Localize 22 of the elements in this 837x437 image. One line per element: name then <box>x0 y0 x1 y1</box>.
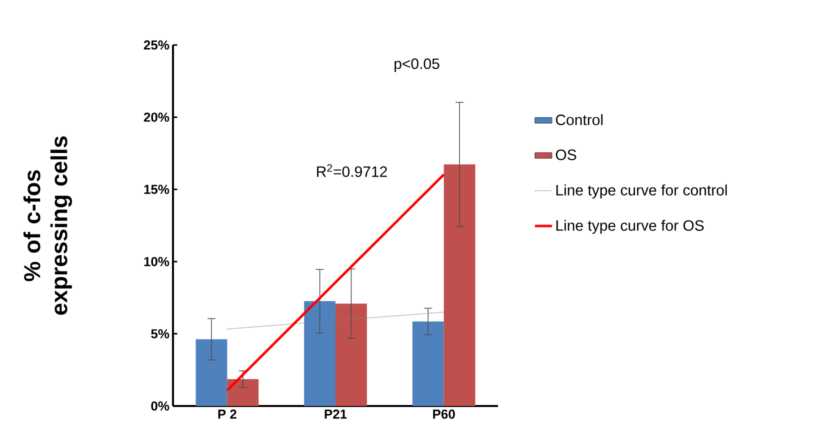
y-tick-label: 20% <box>144 112 170 122</box>
x-tick-label: P21 <box>324 410 347 419</box>
y-tick-label: 0% <box>151 401 170 411</box>
y-axis-title: % of c-fos expressing cells <box>23 136 72 315</box>
annotation: p<0.05 <box>394 58 440 72</box>
bar <box>227 379 259 406</box>
y-tick-label: 10% <box>144 256 170 266</box>
y-tick-label: 15% <box>144 184 170 194</box>
bar <box>304 301 336 406</box>
bar <box>336 304 367 406</box>
legend-label: Line type curve for OS <box>556 220 704 234</box>
legend-label: Line type curve for control <box>556 184 727 198</box>
y-tick-label: 25% <box>144 40 170 50</box>
x-tick-label: P 2 <box>218 410 236 419</box>
bar <box>412 322 444 406</box>
bar <box>196 339 228 406</box>
legend-label: Control <box>556 114 603 126</box>
bar <box>444 164 476 406</box>
y-tick-label: 5% <box>151 329 170 338</box>
x-tick-label: P60 <box>433 410 455 419</box>
legend-label: OS <box>556 150 576 160</box>
annotation: R$^{2}$=0.9712 <box>317 164 387 177</box>
